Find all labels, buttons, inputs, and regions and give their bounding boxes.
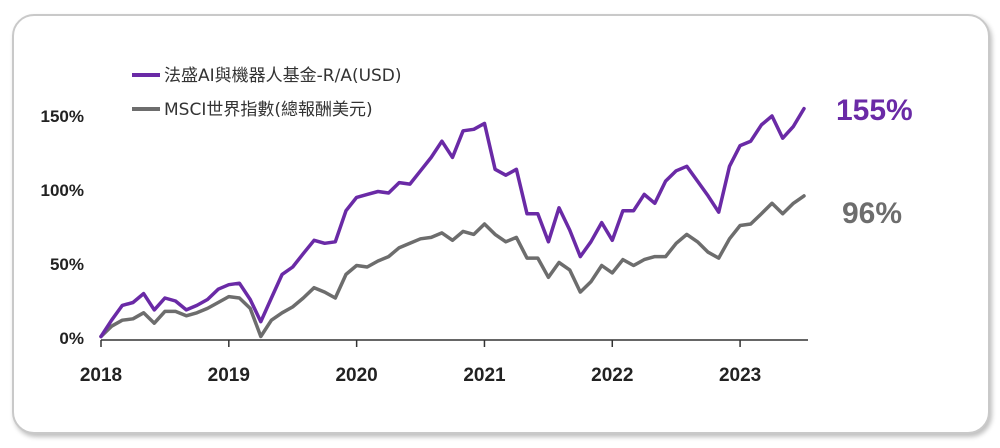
x-tick-label: 2020 — [335, 365, 377, 386]
x-tick-labels: 2018 2019 2020 2021 2022 2023 — [80, 340, 761, 386]
end-label-fund: 155% — [836, 94, 913, 127]
series-lines — [99, 106, 806, 339]
legend-label-fund: 法盛AI與機器人基金-R/A(USD) — [164, 66, 402, 86]
line-chart: 0% 50% 100% 150% 2018 2019 2020 2021 2022 2023 法… — [41, 66, 913, 386]
x-tick-label: 2022 — [591, 365, 633, 386]
y-tick-labels: 0% 50% 100% 150% — [41, 107, 84, 348]
x-tick-label: 2018 — [80, 365, 122, 386]
series-line-msci — [99, 194, 806, 339]
chart-card: 0% 50% 100% 150% 2018 2019 2020 2021 2022 2023 法… — [12, 14, 990, 434]
legend: 法盛AI與機器人基金-R/A(USD) MSCI世界指數(總報酬美元) — [132, 66, 402, 120]
legend-label-msci: MSCI世界指數(總報酬美元) — [164, 100, 373, 120]
x-tick-label: 2019 — [208, 365, 250, 386]
y-tick-label: 0% — [59, 329, 84, 348]
y-tick-label: 150% — [41, 107, 84, 126]
y-tick-label: 100% — [41, 181, 84, 200]
series-line-fund — [99, 106, 806, 339]
end-label-msci: 96% — [842, 197, 902, 230]
x-tick-label: 2023 — [719, 365, 761, 386]
x-tick-label: 2021 — [463, 365, 506, 386]
y-tick-label: 50% — [50, 255, 84, 274]
